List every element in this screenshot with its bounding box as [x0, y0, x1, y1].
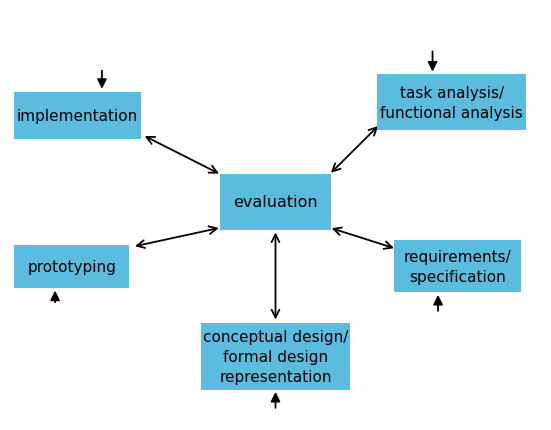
- FancyBboxPatch shape: [220, 174, 331, 230]
- FancyBboxPatch shape: [14, 245, 129, 288]
- Text: prototyping: prototyping: [27, 259, 116, 274]
- FancyBboxPatch shape: [14, 92, 141, 140]
- Text: conceptual design/
formal design
representation: conceptual design/ formal design represe…: [203, 330, 348, 384]
- Text: implementation: implementation: [17, 109, 138, 123]
- Text: task analysis/
functional analysis: task analysis/ functional analysis: [380, 86, 523, 120]
- FancyBboxPatch shape: [201, 323, 350, 390]
- FancyBboxPatch shape: [394, 241, 521, 292]
- Text: evaluation: evaluation: [233, 195, 318, 209]
- FancyBboxPatch shape: [377, 75, 526, 131]
- Text: requirements/
specification: requirements/ specification: [403, 249, 511, 284]
